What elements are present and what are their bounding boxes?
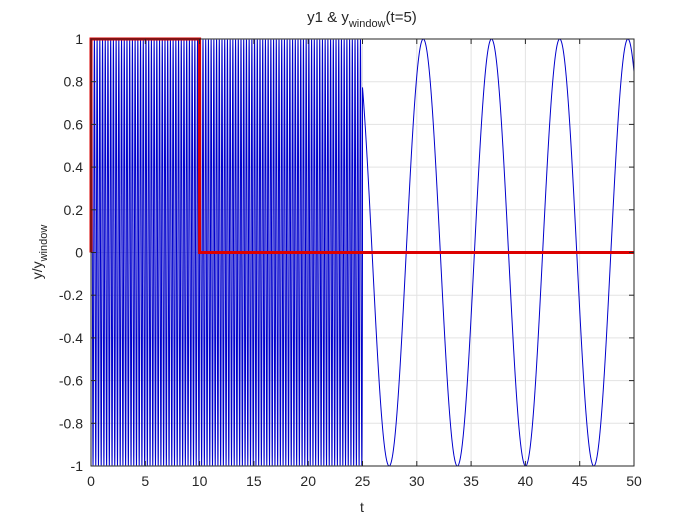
- x-tick-label: 25: [355, 473, 371, 489]
- y-tick-label: -0.2: [59, 287, 83, 303]
- y-tick-label: 0.6: [64, 116, 84, 132]
- x-tick-label: 35: [463, 473, 479, 489]
- x-tick-label: 50: [626, 473, 642, 489]
- y-tick-label: -0.6: [59, 373, 83, 389]
- y-tick-label: -0.8: [59, 415, 83, 431]
- y-tick-label: 1: [75, 31, 83, 47]
- y-tick-label: -0.4: [59, 330, 83, 346]
- x-tick-labels: 0 5 10 15 20 25 30 35 40 45 50: [87, 473, 642, 489]
- x-tick-label: 10: [192, 473, 208, 489]
- y-tick-label: 0.4: [64, 159, 84, 175]
- series-line-blue: [91, 39, 634, 466]
- y-tick-labels: 1 0.8 0.6 0.4 0.2 0 -0.2 -0.4 -0.6 -0.8 -1: [59, 31, 83, 474]
- chart-title: y1 & ywindow(t=5): [307, 9, 417, 30]
- x-tick-label: 30: [409, 473, 425, 489]
- y-tick-label: 0.8: [64, 74, 84, 90]
- y-axis-label: y/ywindow: [29, 225, 50, 280]
- x-tick-label: 45: [572, 473, 588, 489]
- x-tick-label: 5: [141, 473, 149, 489]
- y-tick-label: 0.2: [64, 202, 84, 218]
- x-tick-label: 20: [300, 473, 316, 489]
- y-axis-label-subscript: window: [38, 225, 50, 263]
- x-tick-label: 15: [246, 473, 262, 489]
- title-subscript: window: [348, 18, 386, 30]
- y-axis-label-main: y/y: [29, 261, 45, 279]
- title-main: y1 & y: [307, 9, 349, 26]
- tick-marks: [90, 38, 635, 467]
- y-tick-label: -1: [71, 458, 84, 474]
- y-tick-label: 0: [75, 245, 83, 261]
- x-tick-label: 40: [518, 473, 534, 489]
- x-axis-label: t: [360, 499, 364, 515]
- title-suffix: (t=5): [386, 9, 417, 26]
- x-tick-label: 0: [87, 473, 95, 489]
